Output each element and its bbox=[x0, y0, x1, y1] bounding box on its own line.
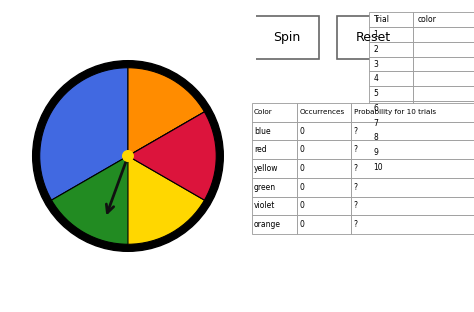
Wedge shape bbox=[128, 68, 204, 156]
Bar bbox=[413, 160, 474, 175]
Bar bbox=[252, 122, 297, 140]
Wedge shape bbox=[128, 112, 216, 200]
Bar bbox=[297, 178, 351, 197]
Bar bbox=[351, 140, 474, 159]
Wedge shape bbox=[40, 68, 128, 200]
Bar bbox=[413, 116, 474, 130]
Wedge shape bbox=[128, 156, 204, 244]
Bar bbox=[351, 122, 474, 140]
Bar bbox=[413, 57, 474, 71]
Bar bbox=[369, 71, 413, 86]
Text: Color: Color bbox=[254, 109, 273, 115]
Bar bbox=[413, 101, 474, 116]
Text: 8: 8 bbox=[374, 133, 378, 142]
Text: red: red bbox=[254, 145, 266, 154]
Bar bbox=[413, 42, 474, 57]
Bar bbox=[413, 71, 474, 86]
FancyBboxPatch shape bbox=[337, 16, 411, 59]
Bar bbox=[351, 103, 474, 122]
Bar bbox=[369, 145, 413, 160]
Text: green: green bbox=[254, 183, 276, 192]
Text: ?: ? bbox=[354, 164, 357, 173]
Wedge shape bbox=[128, 112, 216, 200]
Bar bbox=[369, 57, 413, 71]
Bar bbox=[369, 160, 413, 175]
Text: ?: ? bbox=[354, 220, 357, 229]
Bar bbox=[369, 86, 413, 101]
Text: 0: 0 bbox=[299, 145, 304, 154]
Bar bbox=[252, 215, 297, 234]
Bar bbox=[351, 197, 474, 215]
Text: ?: ? bbox=[354, 145, 357, 154]
Bar bbox=[413, 12, 474, 27]
Text: Occurrences: Occurrences bbox=[299, 109, 345, 115]
Bar bbox=[351, 178, 474, 197]
Bar bbox=[252, 140, 297, 159]
Bar bbox=[369, 116, 413, 130]
Bar bbox=[297, 215, 351, 234]
Text: ?: ? bbox=[354, 202, 357, 210]
Text: 0: 0 bbox=[299, 220, 304, 229]
Text: Probability for 10 trials: Probability for 10 trials bbox=[354, 109, 436, 115]
FancyBboxPatch shape bbox=[254, 16, 319, 59]
Text: ?: ? bbox=[354, 183, 357, 192]
Bar bbox=[369, 27, 413, 42]
Text: yellow: yellow bbox=[254, 164, 278, 173]
Text: 7: 7 bbox=[374, 119, 379, 128]
Bar bbox=[297, 122, 351, 140]
Bar bbox=[252, 103, 297, 122]
Text: 0: 0 bbox=[299, 127, 304, 135]
Bar bbox=[297, 197, 351, 215]
Text: 5: 5 bbox=[374, 89, 379, 98]
Text: orange: orange bbox=[254, 220, 281, 229]
Text: Spin: Spin bbox=[273, 31, 300, 44]
Bar bbox=[297, 103, 351, 122]
Text: violet: violet bbox=[254, 202, 275, 210]
Text: 6: 6 bbox=[374, 104, 379, 113]
Bar bbox=[252, 197, 297, 215]
Text: 0: 0 bbox=[299, 183, 304, 192]
Text: ?: ? bbox=[354, 127, 357, 135]
Bar bbox=[297, 159, 351, 178]
Text: 4: 4 bbox=[374, 74, 379, 83]
Text: 0: 0 bbox=[299, 202, 304, 210]
Wedge shape bbox=[52, 156, 204, 244]
Text: blue: blue bbox=[254, 127, 270, 135]
Bar bbox=[369, 12, 413, 27]
Bar bbox=[413, 27, 474, 42]
Bar bbox=[413, 86, 474, 101]
Text: Trial: Trial bbox=[374, 15, 390, 24]
Text: color: color bbox=[418, 15, 437, 24]
Bar bbox=[413, 145, 474, 160]
Text: 0: 0 bbox=[299, 164, 304, 173]
Text: 3: 3 bbox=[374, 60, 379, 69]
Circle shape bbox=[33, 61, 223, 251]
Bar bbox=[369, 101, 413, 116]
Bar bbox=[369, 42, 413, 57]
Bar bbox=[297, 140, 351, 159]
Bar bbox=[252, 159, 297, 178]
Bar bbox=[351, 159, 474, 178]
Text: 10: 10 bbox=[374, 163, 383, 172]
Bar bbox=[413, 130, 474, 145]
Text: 1: 1 bbox=[374, 30, 378, 39]
Bar bbox=[351, 215, 474, 234]
Text: Reset: Reset bbox=[356, 31, 391, 44]
Bar bbox=[369, 130, 413, 145]
Bar bbox=[252, 178, 297, 197]
Text: 9: 9 bbox=[374, 148, 379, 157]
Text: 2: 2 bbox=[374, 45, 378, 54]
Circle shape bbox=[123, 151, 133, 161]
